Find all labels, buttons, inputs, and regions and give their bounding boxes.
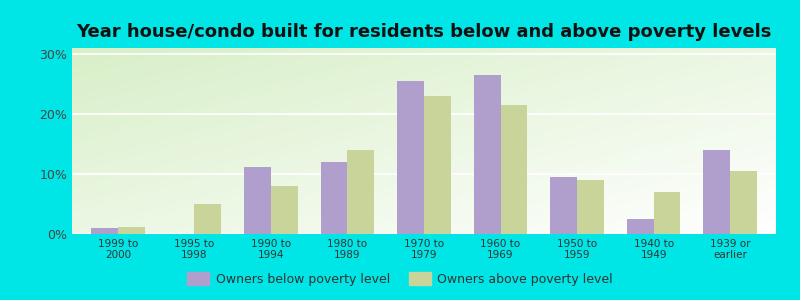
Bar bbox=[271, 186, 298, 234]
Bar bbox=[703, 150, 730, 234]
Bar bbox=[347, 150, 374, 234]
Bar bbox=[501, 105, 527, 234]
Bar bbox=[118, 227, 145, 234]
Bar bbox=[91, 228, 118, 234]
Bar bbox=[474, 75, 501, 234]
Bar bbox=[194, 204, 222, 234]
Bar bbox=[577, 180, 604, 234]
Bar bbox=[550, 177, 577, 234]
Bar bbox=[398, 81, 424, 234]
Title: Year house/condo built for residents below and above poverty levels: Year house/condo built for residents bel… bbox=[76, 23, 772, 41]
Bar bbox=[730, 171, 757, 234]
Bar bbox=[244, 167, 271, 234]
Bar bbox=[654, 192, 680, 234]
Bar bbox=[424, 96, 450, 234]
Legend: Owners below poverty level, Owners above poverty level: Owners below poverty level, Owners above… bbox=[182, 267, 618, 291]
Bar bbox=[626, 219, 654, 234]
Bar bbox=[321, 162, 347, 234]
